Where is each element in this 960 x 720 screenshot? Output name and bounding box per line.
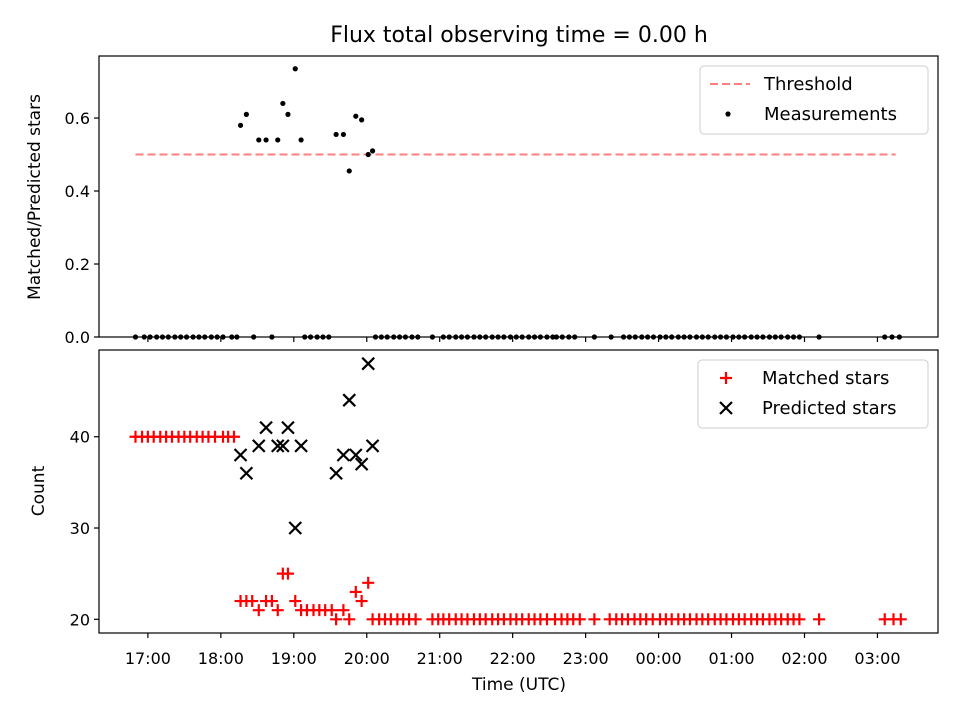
count-panel-legend: Matched stars Predicted stars xyxy=(697,359,929,429)
measurement-point xyxy=(359,117,365,123)
predicted-star-point xyxy=(329,466,343,481)
measurement-point xyxy=(285,111,291,117)
measurement-point xyxy=(346,168,352,174)
legend-x-swatch xyxy=(719,401,733,415)
matched-star-point xyxy=(289,595,302,608)
measurement-point xyxy=(365,151,371,158)
matched-star-point xyxy=(409,613,422,626)
matched-star-point xyxy=(330,613,343,626)
x-tick-label: 02:00 xyxy=(781,649,827,668)
predicted-star-point xyxy=(259,420,273,435)
measurement-point xyxy=(298,137,304,143)
x-tick-label: 20:00 xyxy=(344,649,390,668)
matched-star-point xyxy=(252,604,265,617)
x-tick-label: 18:00 xyxy=(198,649,244,668)
measurement-point xyxy=(353,113,359,119)
x-tick-label: 21:00 xyxy=(417,649,463,668)
measurement-point xyxy=(340,131,347,138)
y-tick-label: 0.2 xyxy=(65,255,90,274)
y-tick-label: 0.6 xyxy=(65,109,90,128)
measurement-point xyxy=(292,66,298,72)
predicted-star-point xyxy=(281,420,295,435)
measurement-point xyxy=(280,100,286,107)
matched-star-point xyxy=(325,604,338,617)
count-panel-frame xyxy=(98,349,939,634)
matched-star-point xyxy=(337,604,350,617)
legend-entry: Measurements xyxy=(764,104,897,125)
matched-star-point xyxy=(227,430,240,443)
count-panel: 20 30 40 Count Matched stars Predicted star… xyxy=(29,349,939,638)
matched-star-point xyxy=(265,595,278,608)
matched-star-point xyxy=(894,613,907,626)
matched-star-point xyxy=(362,576,375,589)
measurement-point xyxy=(243,111,249,117)
legend-entry: Predicted stars xyxy=(762,398,896,419)
matched-star-point xyxy=(588,613,601,626)
measurement-point xyxy=(256,137,262,143)
predicted-star-point xyxy=(276,439,290,453)
y-tick-label: 0.0 xyxy=(65,328,90,347)
matched-star-point xyxy=(355,595,368,608)
matched-star-point xyxy=(281,567,294,580)
count-panel-ylabel: Count xyxy=(29,465,49,516)
predicted-star-point xyxy=(294,439,308,453)
predicted-star-point xyxy=(288,521,303,535)
predicted-star-point xyxy=(361,356,375,371)
legend-plus-swatch xyxy=(720,372,732,384)
predicted-star-point xyxy=(239,466,254,481)
measurement-point xyxy=(333,131,339,138)
y-tick-label: 20 xyxy=(70,610,90,629)
measurement-point xyxy=(237,122,244,128)
x-tick-label: 23:00 xyxy=(563,649,609,668)
matched-star-point xyxy=(271,604,284,617)
predicted-star-point xyxy=(365,439,380,453)
ratio-panel: 0.0 0.2 0.4 0.6 Matched/Predicted stars Thr… xyxy=(25,55,939,347)
x-tick-label: 22:00 xyxy=(490,649,536,668)
predicted-star-point xyxy=(251,439,266,453)
legend-dot-swatch xyxy=(725,111,731,117)
chart-title: Flux total observing time = 0.00 h xyxy=(330,23,708,48)
x-tick-label: 00:00 xyxy=(636,649,682,668)
measurement-point xyxy=(275,137,281,143)
y-tick-label: 0.4 xyxy=(65,182,90,201)
x-axis-label: Time (UTC) xyxy=(471,675,566,695)
legend-entry: Matched stars xyxy=(762,368,889,389)
predicted-star-point xyxy=(349,448,363,462)
legend-box xyxy=(697,359,929,429)
ratio-panel-legend: Threshold Measurements xyxy=(699,65,929,135)
x-tick-label: 03:00 xyxy=(854,649,900,668)
matched-star-point xyxy=(793,613,806,626)
measurement-point xyxy=(369,148,376,154)
matched-star-point xyxy=(246,595,259,608)
y-tick-label: 40 xyxy=(70,428,90,447)
matched-star-point xyxy=(349,585,362,598)
predicted-star-point xyxy=(336,448,351,462)
predicted-star-point xyxy=(270,439,285,453)
predicted-star-point xyxy=(233,448,248,462)
x-tick-label: 19:00 xyxy=(271,649,317,668)
matched-star-point xyxy=(573,613,586,626)
legend-entry: Threshold xyxy=(763,74,853,95)
measurement-point xyxy=(263,137,269,143)
x-tick-label: 01:00 xyxy=(708,649,754,668)
y-tick-label: 30 xyxy=(70,519,90,538)
predicted-star-point xyxy=(354,457,369,471)
x-tick-label: 17:00 xyxy=(125,649,171,668)
predicted-star-point xyxy=(342,393,357,407)
matched-star-point xyxy=(813,613,826,626)
ratio-panel-frame xyxy=(98,55,939,338)
ratio-panel-ylabel: Matched/Predicted stars xyxy=(25,94,45,300)
matched-star-point xyxy=(343,613,356,626)
legend-box xyxy=(699,65,929,135)
